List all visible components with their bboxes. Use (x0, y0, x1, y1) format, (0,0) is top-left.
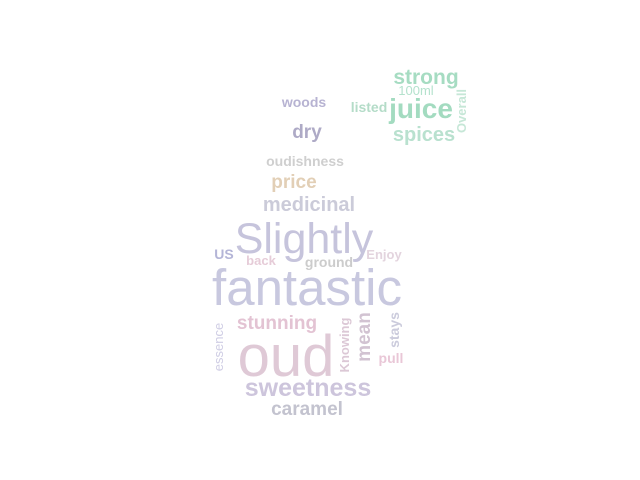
word-dry: dry (292, 122, 322, 143)
word-juice: juice (388, 93, 453, 124)
word-stays: stays (386, 312, 402, 348)
word-oudishness: oudishness (266, 153, 344, 169)
word-oud: oud (238, 324, 335, 389)
word-enjoy: Enjoy (366, 247, 402, 262)
word-stunning: stunning (237, 313, 317, 334)
word-mean: mean (354, 312, 375, 362)
word-strong: strong (393, 66, 458, 89)
word-spices: spices (393, 124, 455, 146)
word-overall: Overall (454, 89, 469, 133)
word-us: US (214, 246, 233, 262)
word-essence: essence (211, 323, 226, 371)
word-price: price (271, 172, 316, 193)
word-medicinal: medicinal (263, 194, 355, 216)
word-knowing: Knowing (337, 318, 352, 373)
word-woods: woods (281, 94, 327, 110)
word-back: back (246, 253, 276, 268)
word-caramel: caramel (271, 399, 343, 420)
word-sweetness: sweetness (245, 374, 371, 402)
word-ground: ground (305, 254, 353, 270)
word-slightly: Slightly (235, 215, 374, 263)
word-100ml: 100ml (398, 83, 434, 98)
word-pull: pull (379, 350, 404, 366)
word-fantastic: fantastic (212, 259, 402, 316)
word-listed: listed (351, 99, 388, 115)
